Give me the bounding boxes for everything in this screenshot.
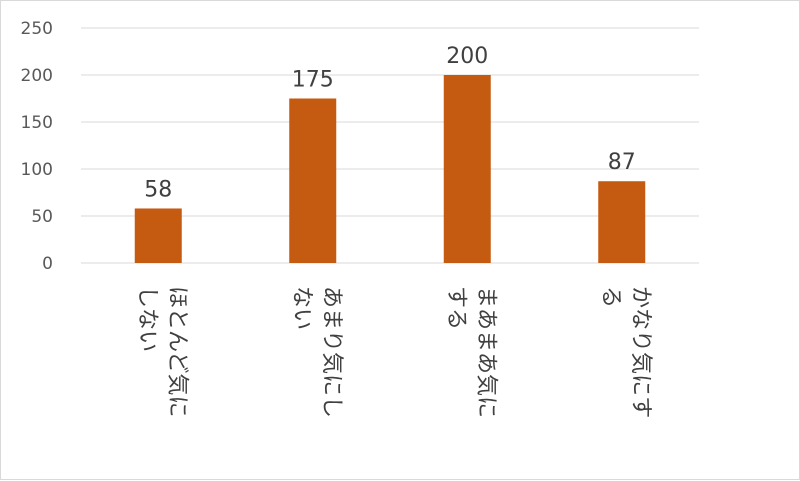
x-category-label: ほとんど気に [164,286,189,417]
x-category-label: ない [289,286,314,330]
y-tick-label: 150 [21,113,53,133]
x-category-label: まあまあ気に [473,286,498,418]
bar [289,98,337,263]
data-label: 87 [608,150,636,175]
bar [134,208,182,263]
y-tick-label: 50 [31,207,53,227]
y-tick-label: 250 [21,19,53,39]
y-tick-label: 0 [42,254,53,274]
x-category-label: る [598,286,623,308]
bar [598,181,646,263]
x-category-label: あまり気にし [319,286,344,418]
x-category-label: かなり気にす [628,286,653,418]
y-tick-label: 100 [21,160,53,180]
y-tick-label: 200 [21,66,53,86]
x-category-label: する [443,286,468,330]
data-label: 58 [144,177,172,202]
data-label: 200 [446,44,488,69]
bar [443,75,491,263]
x-category-label: しない [134,286,159,352]
data-label: 175 [292,68,334,93]
